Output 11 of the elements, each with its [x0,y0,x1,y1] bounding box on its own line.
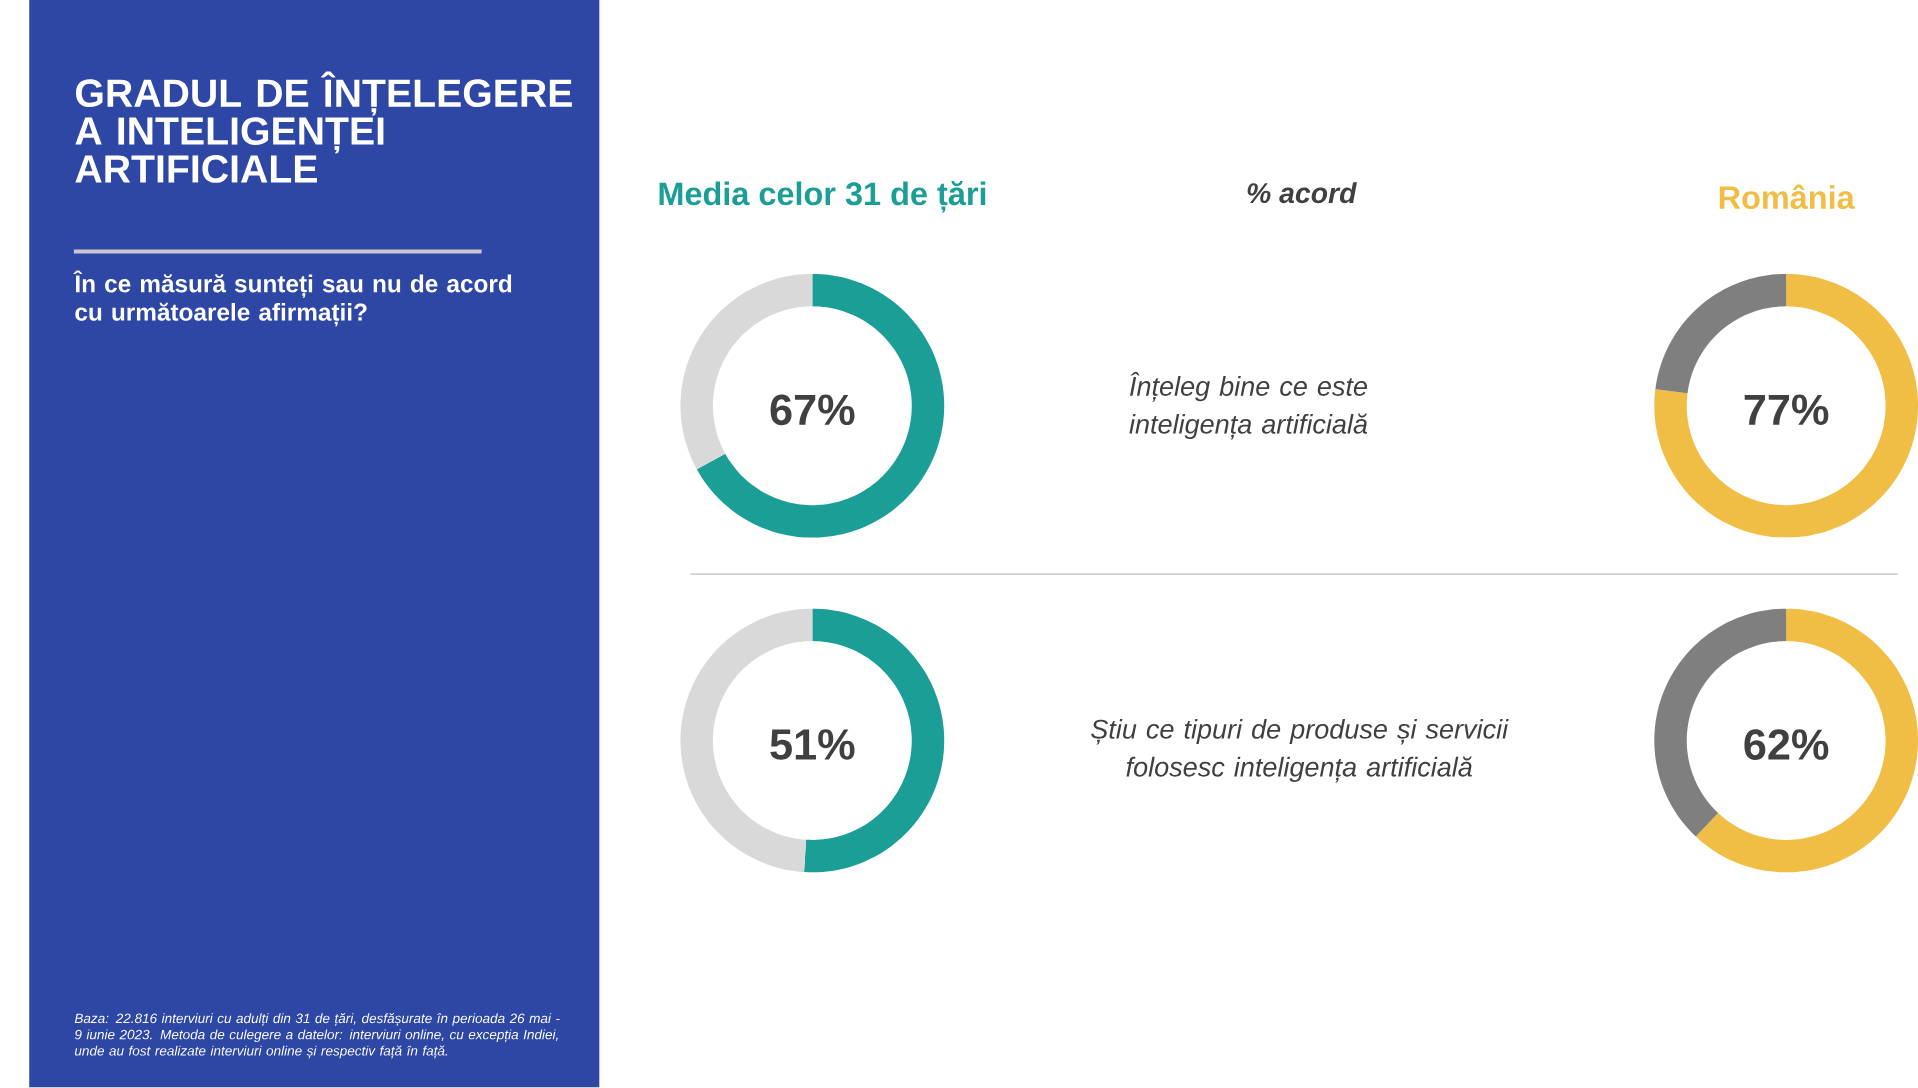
text: În ce măsură sunteți sau nu de acord cu următoarele afirmații? [73,270,512,327]
data-label: 51% [770,729,855,761]
chart-title: România [1719,184,1855,210]
text: Înțeleg bine ce este inteligența artificială [1129,372,1368,440]
text: Știu ce tipuri de produse și servicii folosesc inteligența artificială [1091,719,1509,783]
data-label: 77% [1744,394,1829,426]
data-label: 62% [1744,729,1829,761]
text: % acord [1247,182,1357,204]
data-label: 67% [770,394,855,426]
text: GRADUL DE ÎNȚELEGERE A INTELIGENȚEI ARTIFICIALE [75,71,572,184]
chart-title: Media celor 31 de țări [659,181,986,213]
